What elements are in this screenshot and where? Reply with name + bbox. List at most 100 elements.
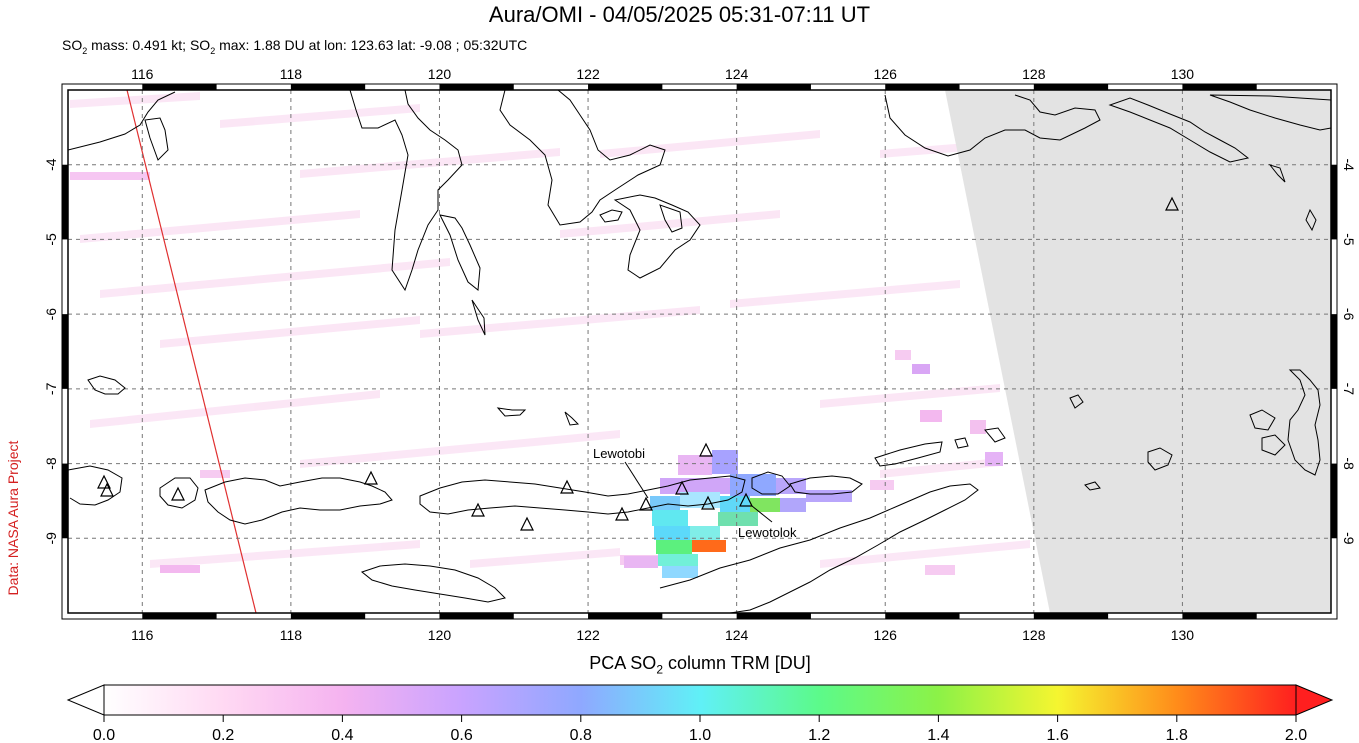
volcano-marker [97, 474, 111, 489]
gridlines [68, 90, 1331, 613]
frame-bar-left [62, 314, 68, 389]
colorbar-tick-label: 0.0 [93, 727, 115, 743]
summary-mid: mass: 0.491 kt; SO [87, 37, 211, 53]
summary-sub-1: 2 [82, 45, 88, 56]
lat-tick-label-left: -8 [43, 457, 59, 470]
frame-bar-right [1331, 314, 1337, 389]
volcano-marker [739, 492, 753, 507]
volcano-marker [171, 486, 185, 501]
swath-edge-line [126, 90, 257, 613]
lat-tick-label-left: -9 [43, 532, 59, 545]
frame-bar-bottom [290, 613, 366, 619]
colorbar-max-arrow [1295, 684, 1334, 716]
frame-bar-bottom [736, 613, 811, 619]
frame-bar-top [885, 84, 960, 90]
volcano-marker [639, 496, 653, 511]
lon-tick-label-top: 128 [1022, 66, 1046, 82]
colorbar-tick-label: 0.4 [331, 727, 353, 743]
frame-bar-top [1182, 84, 1257, 90]
colorbar-title-sub: 2 [656, 662, 663, 677]
lat-tick-label-left: -4 [43, 158, 59, 171]
frame-bar-top [290, 84, 366, 90]
lon-tick-label-bottom: 128 [1022, 627, 1046, 643]
colorbar-tick-label: 0.2 [212, 727, 234, 743]
lon-tick-label-bottom: 116 [131, 627, 154, 643]
frame-bar-left [62, 164, 68, 240]
lon-tick-label-bottom: 122 [576, 627, 600, 643]
volcano-marker [471, 502, 485, 517]
lon-tick-label-bottom: 118 [280, 627, 303, 643]
lon-tick-label-bottom: 120 [428, 627, 452, 643]
lat-tick-label-right: -8 [1341, 457, 1357, 470]
frame-bar-bottom [142, 613, 217, 619]
frame-bar-right [1331, 463, 1337, 539]
frame-bar-bottom [885, 613, 960, 619]
volcano-markers [97, 196, 1179, 531]
lon-tick-label-top: 126 [874, 66, 898, 82]
volcano-marker [520, 516, 534, 531]
map-frame [61, 83, 1338, 620]
lat-tick-label-left: -7 [43, 382, 59, 395]
colorbar-tick-label: 1.8 [1166, 727, 1188, 743]
colorbar-tick-label: 2.0 [1285, 727, 1307, 743]
colorbar: 0.0 0.2 0.4 0.6 0.8 1.0 1.2 1.4 1.6 1.8 2.0 [66, 684, 1334, 743]
lat-tick-label-right: -9 [1341, 532, 1357, 545]
volcano-marker [100, 482, 114, 497]
summary-sub-2: 2 [210, 45, 216, 56]
frame-bar-top [736, 84, 811, 90]
colorbar-tick-label: 1.0 [689, 727, 711, 743]
frame-bar-top [142, 84, 217, 90]
colorbar-title-prefix: PCA SO [589, 653, 657, 673]
frame-bar-bottom [1182, 613, 1257, 619]
so2-summary: SO2 mass: 0.491 kt; SO2 max: 1.88 DU at … [62, 37, 527, 56]
lat-tick-label-right: -5 [1341, 233, 1357, 246]
summary-prefix: SO [62, 37, 83, 53]
colorbar-tick-label: 0.8 [570, 727, 592, 743]
lat-tick-label-right: -7 [1341, 383, 1357, 396]
no-data-region [945, 90, 1331, 613]
frame-bar-top [588, 84, 663, 90]
lewotobi-leader-line [624, 461, 649, 499]
frame-bar-bottom [1033, 613, 1109, 619]
frame-bar-left [62, 463, 68, 539]
map-area: Lewotobi Lewotolok [61, 83, 1338, 620]
volcano-marker [701, 495, 715, 510]
colorbar-title-rest: column TRM [DU] [663, 653, 811, 673]
colorbar-tick-label: 1.2 [808, 727, 830, 743]
colorbar-gradient [103, 684, 1297, 716]
volcano-marker [1165, 196, 1179, 211]
volcano-marker [615, 506, 629, 521]
frame-bar-top [439, 84, 514, 90]
lon-tick-label-top: 116 [131, 66, 154, 82]
volcano-marker [560, 479, 574, 494]
frame-bar-top [1033, 84, 1109, 90]
frame-bar-bottom [439, 613, 514, 619]
volcano-marker [364, 470, 378, 485]
lon-tick-label-top: 118 [280, 66, 303, 82]
lon-tick-label-top: 120 [428, 66, 452, 82]
volcano-label-lewotolok: Lewotolok [738, 525, 797, 540]
lat-tick-label-right: -4 [1341, 158, 1357, 171]
volcano-label-lewotobi: Lewotobi [593, 446, 645, 461]
colorbar-tick-label: 0.6 [450, 727, 472, 743]
lat-tick-label-left: -5 [43, 233, 59, 246]
frame-bar-bottom [588, 613, 663, 619]
lewotolok-leader-line [751, 505, 773, 523]
coastlines [68, 90, 1331, 613]
lon-tick-label-top: 124 [725, 66, 749, 82]
frame-bar-right [1331, 164, 1337, 240]
lon-tick-label-bottom: 130 [1171, 627, 1195, 643]
volcano-marker [675, 480, 689, 495]
colorbar-tick-label: 1.4 [927, 727, 949, 743]
colorbar-ticks: 0.0 0.2 0.4 0.6 0.8 1.0 1.2 1.4 1.6 1.8 2.0 [93, 715, 1307, 743]
lon-tick-label-top: 122 [576, 66, 600, 82]
lon-tick-label-bottom: 124 [725, 627, 749, 643]
lat-tick-label-right: -6 [1341, 308, 1357, 321]
colorbar-min-arrow [66, 684, 105, 716]
volcano-marker [699, 442, 713, 457]
lon-tick-label-top: 130 [1171, 66, 1195, 82]
lon-tick-label-bottom: 126 [874, 627, 898, 643]
summary-rest: max: 1.88 DU at lon: 123.63 lat: -9.08 ;… [215, 37, 528, 53]
tick-labels: 116 116 118 118 120 120 122 122 124 124 126 126 128 1… [43, 66, 1357, 643]
